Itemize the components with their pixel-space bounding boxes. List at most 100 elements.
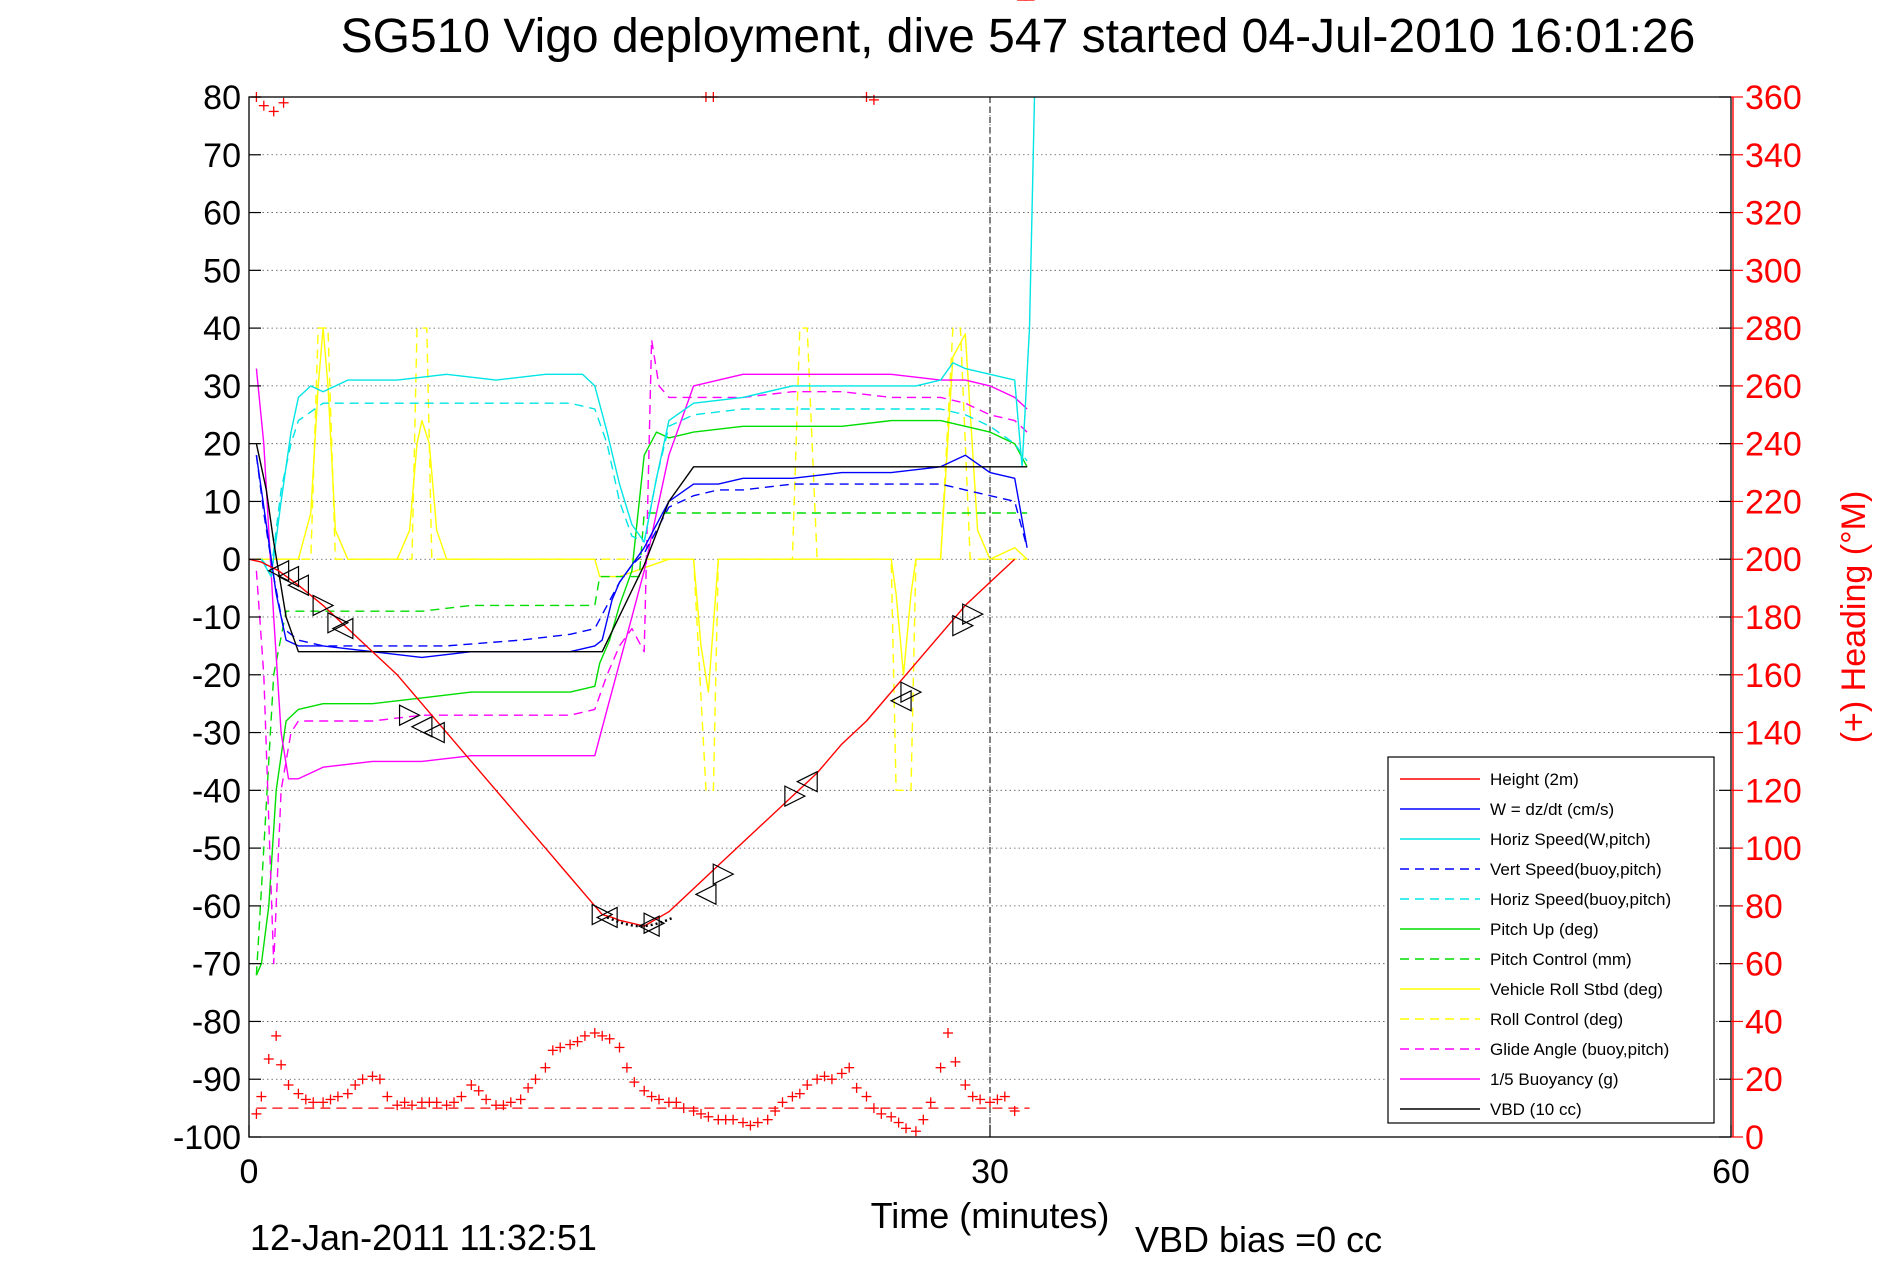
- right-tick-label: 100: [1745, 830, 1802, 868]
- left-tick-label: -100: [173, 1119, 241, 1157]
- heading-point: [836, 1068, 847, 1079]
- left-tick-label: 70: [203, 137, 241, 175]
- heading-point: [325, 1094, 336, 1105]
- series-line-glide: [255, 339, 1028, 965]
- left-tick-label: 30: [203, 368, 241, 406]
- triangle-marker: [327, 611, 350, 634]
- triangle-marker: [712, 863, 735, 886]
- heading-point: [738, 1117, 748, 1128]
- left-tick-label: 80: [203, 79, 241, 117]
- heading-point: [300, 1094, 311, 1105]
- heading-point: [950, 1056, 961, 1067]
- series-line-w: [255, 454, 1028, 659]
- series-line-vbd: [255, 443, 1028, 653]
- right-tick-label: 320: [1745, 195, 1802, 233]
- heading-point: [671, 1097, 682, 1108]
- series-line-buoyancy: [255, 368, 1028, 780]
- heading-point-top: [278, 97, 289, 108]
- legend-label-w: W = dz/dt (cm/s): [1490, 800, 1614, 819]
- x-axis: 0 30 60: [240, 1125, 1750, 1191]
- footer-date: 12-Jan-2011 11:32:51: [250, 1217, 597, 1258]
- heading-point: [868, 1103, 879, 1114]
- chart-title: SG510 Vigo deployment, dive 547 started …: [341, 10, 1696, 63]
- right-tick-label: 0: [1745, 1119, 1764, 1157]
- right-tick-label: 180: [1745, 599, 1802, 637]
- left-tick-label: -10: [192, 599, 241, 637]
- legend-label-pitch_ctl: Pitch Control (mm): [1490, 950, 1632, 969]
- heading-point: [975, 1094, 986, 1105]
- left-tick-label: -60: [192, 888, 241, 926]
- series-line-height: [248, 558, 1016, 927]
- triangle-marker: [643, 912, 666, 935]
- heading-point: [745, 1120, 756, 1131]
- right-tick-label: 240: [1745, 426, 1802, 464]
- left-tick-label: 50: [203, 252, 241, 290]
- x-tick-label: 60: [1712, 1153, 1750, 1191]
- left-tick-label: 40: [203, 310, 241, 348]
- heading-point: [1009, 1106, 1020, 1116]
- heading-point: [293, 1088, 304, 1099]
- heading-point: [999, 1091, 1010, 1102]
- heading-point: [629, 1077, 640, 1088]
- heading-point: [251, 1108, 262, 1119]
- triangle-marker: [694, 883, 717, 906]
- heading-point: [523, 1082, 534, 1093]
- heading-point: [901, 1123, 912, 1134]
- right-tick-label: 260: [1745, 368, 1802, 406]
- heading-point: [886, 1111, 897, 1122]
- plot-series: [248, 0, 1036, 1137]
- triangle-marker: [422, 721, 445, 744]
- heading-point: [992, 1094, 1003, 1105]
- left-tick-label: 60: [203, 195, 241, 233]
- heading-point: [382, 1091, 393, 1102]
- heading-point: [407, 1100, 418, 1111]
- legend-label-height: Height (2m): [1490, 770, 1579, 789]
- heading-point: [925, 1097, 936, 1108]
- heading-point: [960, 1080, 971, 1090]
- triangle-marker: [784, 785, 807, 808]
- triangle-marker: [398, 704, 421, 727]
- left-tick-label: -50: [192, 830, 241, 868]
- legend-label-roll: Vehicle Roll Stbd (deg): [1490, 980, 1663, 999]
- triangle-marker: [277, 565, 300, 588]
- triangle-marker: [287, 574, 309, 597]
- left-tick-label: 10: [203, 483, 241, 521]
- heading-point: [918, 1114, 929, 1125]
- series-line-pitch_ctl: [255, 512, 1028, 976]
- footer-vbd-bias: VBD bias =0 cc: [1135, 1219, 1382, 1260]
- triangle-marker: [331, 617, 354, 640]
- legend-label-horiz_w: Horiz Speed(W,pitch): [1490, 830, 1651, 849]
- left-tick-label: 20: [203, 426, 241, 464]
- series-line-pitch: [255, 419, 1028, 976]
- heading-point: [985, 1097, 995, 1108]
- x-axis-label: Time (minutes): [871, 1195, 1110, 1236]
- triangle-marker: [267, 559, 290, 582]
- heading-point: [308, 1097, 319, 1108]
- heading-point: [812, 1074, 823, 1085]
- heading-point: [498, 1100, 509, 1111]
- heading-point: [762, 1114, 773, 1125]
- gridlines: [249, 97, 1731, 1137]
- heading-point: [473, 1085, 484, 1096]
- heading-point: [466, 1080, 477, 1090]
- x-tick-label: 0: [240, 1153, 259, 1191]
- heading-point: [276, 1059, 287, 1070]
- triangle-marker: [312, 594, 335, 617]
- legend: Height (2m) W = dz/dt (cm/s) Horiz Speed(W…: [1387, 756, 1715, 1124]
- heading-point: [654, 1094, 665, 1105]
- series-line-horiz_buoy: [260, 402, 1028, 572]
- heading-point: [515, 1094, 526, 1105]
- heading-point: [770, 1106, 781, 1116]
- series-line-horiz_w: [260, 96, 1036, 578]
- heading-point: [481, 1094, 492, 1105]
- heading-point: [332, 1091, 343, 1102]
- right-tick-label: 20: [1745, 1061, 1783, 1099]
- legend-label-glide: Glide Angle (buoy,pitch): [1490, 1040, 1669, 1059]
- heading-point: [431, 1097, 442, 1108]
- heading-point: [530, 1074, 541, 1085]
- heading-point: [967, 1091, 978, 1102]
- right-tick-label: 360: [1745, 79, 1802, 117]
- right-tick-label: 220: [1745, 483, 1802, 521]
- right-axis: 3603403203002802602402202001801601401201…: [1731, 79, 1802, 1157]
